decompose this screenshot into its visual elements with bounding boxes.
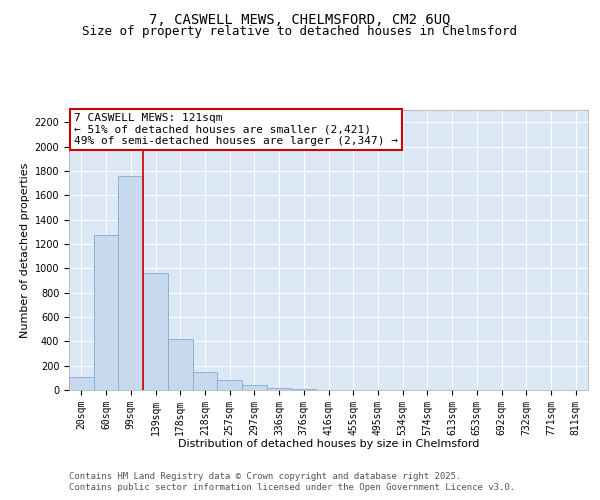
Text: Contains HM Land Registry data © Crown copyright and database right 2025.: Contains HM Land Registry data © Crown c… <box>69 472 461 481</box>
Y-axis label: Number of detached properties: Number of detached properties <box>20 162 31 338</box>
Bar <box>143 273 168 390</box>
Text: Contains public sector information licensed under the Open Government Licence v3: Contains public sector information licen… <box>69 484 515 492</box>
Bar <box>267 388 292 390</box>
Bar <box>168 339 193 390</box>
Bar <box>94 235 118 390</box>
Text: 7, CASWELL MEWS, CHELMSFORD, CM2 6UQ: 7, CASWELL MEWS, CHELMSFORD, CM2 6UQ <box>149 12 451 26</box>
Bar <box>193 372 217 390</box>
Bar <box>242 385 267 390</box>
Bar <box>217 380 242 390</box>
Text: Size of property relative to detached houses in Chelmsford: Size of property relative to detached ho… <box>83 25 517 38</box>
Bar <box>118 176 143 390</box>
Text: 7 CASWELL MEWS: 121sqm
← 51% of detached houses are smaller (2,421)
49% of semi-: 7 CASWELL MEWS: 121sqm ← 51% of detached… <box>74 113 398 146</box>
Bar <box>69 376 94 390</box>
X-axis label: Distribution of detached houses by size in Chelmsford: Distribution of detached houses by size … <box>178 439 479 449</box>
